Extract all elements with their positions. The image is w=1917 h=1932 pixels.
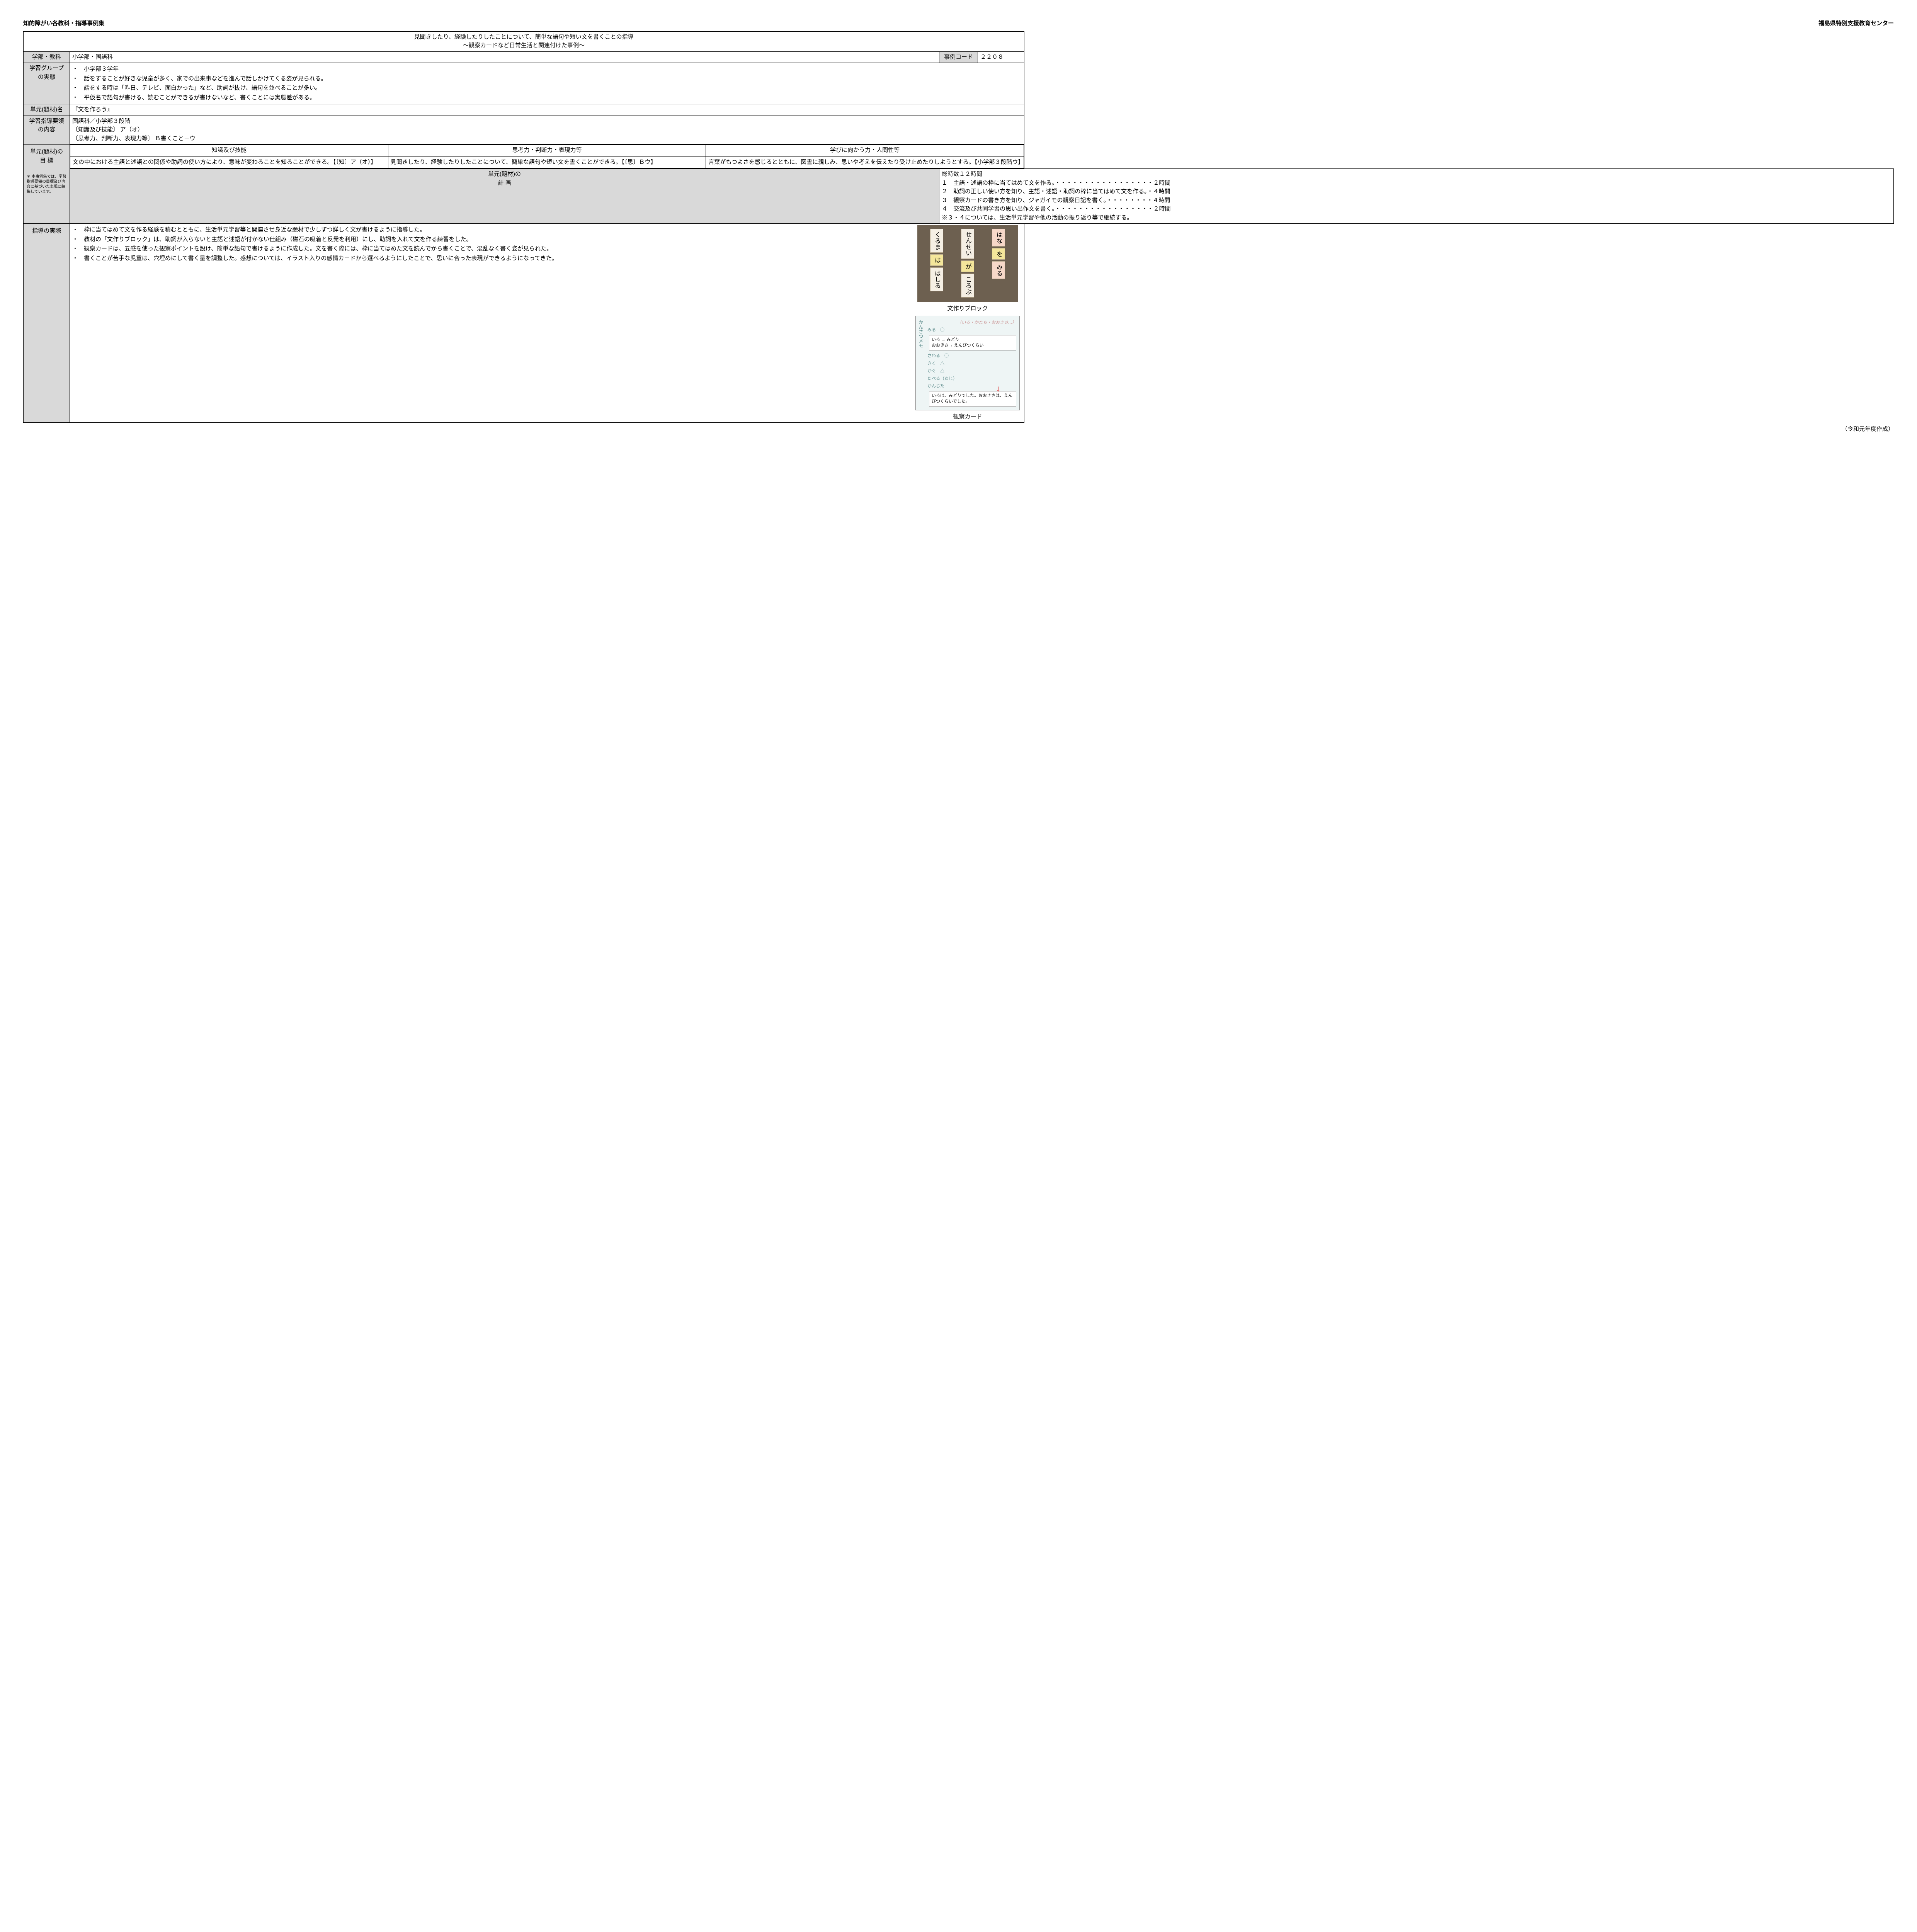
row-practice: 指導の実際 ・ 枠に当てはめて文を作る経験を積むとともに、生活単元学習等と関連さ… [24, 224, 1894, 423]
code-value: ２２０８ [978, 51, 1024, 63]
plan-i3: ４ 交流及び共同学習の思い出作文を書く。・・・・・・・・・・・・・・・・・２時間 [942, 205, 1891, 214]
prac-b2: ・ 観察カードは、五感を使った観察ポイントを設け、簡単な語句で書けるように作成し… [72, 245, 909, 253]
block-c3-w1: はな [992, 229, 1005, 247]
plan-total: 総時数１２時間 [942, 170, 1891, 179]
goal-label1: 単元(題材)の [26, 148, 67, 156]
title-line2: ～観察カードなど日常生活と関連付けた事例～ [26, 41, 1022, 50]
block-c2-w2: が [961, 260, 974, 272]
obs-card: かんさつメモ （いろ・かたち・おおきさ…） みる ◯ いろ → みどり おおきさ… [915, 316, 1020, 410]
title-line1: 見聞きしたり、経験したりしたことについて、簡単な語句や短い文を書くことの指導 [26, 33, 1022, 42]
block-c2-w1: せんせい [961, 229, 974, 259]
header-right: 福島県特別支援教育センター [1818, 19, 1894, 28]
plan-i0: １ 主語・述語の枠に当てはめて文を作る。・・・・・・・・・・・・・・・・・２時間 [942, 179, 1891, 188]
plan-note: ※３・４については、生活単元学習や他の活動の振り返り等で継続する。 [942, 214, 1891, 223]
obs-co2-text: いろは、みどりでした。おおきさは、えんぴつくらいでした。 [932, 393, 1012, 404]
obs-l5: かんじた [927, 383, 1016, 389]
prac-b3: ・ 書くことが苦手な児童は、穴埋めにして書く量を調整した。感想については、イラス… [72, 254, 909, 263]
row-guideline: 学習指導要領 の内容 国語科／小学部３段階 〔知識及び技能〕 ア（オ） 〔思考力… [24, 116, 1894, 145]
prac-b0: ・ 枠に当てはめて文を作る経験を積むとともに、生活単元学習等と関連させ身近な題材… [72, 226, 909, 235]
group-b3: ・ 平仮名で語句が書ける、読むことができるが書けないなど、書くことには実態差があ… [72, 94, 1022, 102]
guide-label2: の内容 [26, 126, 67, 134]
block-c3-w3: みる [992, 261, 1005, 279]
arrow-icon: ↓ [996, 383, 1000, 395]
header-left: 知的障がい各教科・指導事例集 [23, 19, 104, 28]
obs-co1-l2: おおきさ→ えんぴつくらい [932, 343, 1014, 349]
plan-label2: 計 画 [72, 179, 937, 188]
obs-callout2: ↓ いろは、みどりでした。おおきさは、えんぴつくらいでした。 [929, 391, 1016, 407]
main-table: 見聞きしたり、経験したりしたことについて、簡単な語句や短い文を書くことの指導 ～… [23, 31, 1894, 423]
obs-l2: きく △ [927, 361, 1016, 367]
page-header: 知的障がい各教科・指導事例集 福島県特別支援教育センター [23, 19, 1894, 28]
dept-label: 学部・教科 [24, 51, 70, 63]
goal-c1: 文の中における主語と述語との関係や助詞の使い方により、意味が変わることを知ること… [70, 156, 388, 168]
group-label1: 学習グループ [26, 64, 67, 73]
goal-label2: 目 標 [26, 156, 67, 165]
goal-h1: 知識及び技能 [70, 145, 388, 156]
group-b0: ・ 小学部３学年 [72, 65, 1022, 74]
group-bullets: ・ 小学部３学年 ・ 話をすることが好きな児童が多く、家での出来事などを進んで話… [72, 65, 1022, 102]
unit-name-label: 単元(題材)名 [24, 104, 70, 116]
row-plan: 単元(題材)の 計 画 総時数１２時間 １ 主語・述語の枠に当てはめて文を作る。… [24, 169, 1894, 224]
caption-obs: 観察カード [953, 413, 982, 422]
prac-b1: ・ 教材の「文作りブロック」は、助詞が入らないと主語と述語が付かない仕組み（磁石… [72, 235, 909, 244]
obs-side: かんさつメモ [917, 320, 924, 348]
code-label: 事例コード [939, 51, 978, 63]
goal-h3: 学びに向かう力・人間性等 [706, 145, 1024, 156]
plan-i2: ３ 観察カードの書き方を知り、ジャガイモの観察日記を書く。・・・・・・・・４時間 [942, 196, 1891, 205]
block-c3-w2: を [992, 248, 1005, 260]
goal-h2: 思考力・判断力・表現力等 [388, 145, 706, 156]
obs-l4: たべる（あじ） [927, 376, 1016, 382]
block-c1-w2: は [930, 254, 943, 266]
practice-label: 指導の実際 [24, 224, 70, 423]
goal-c2: 見聞きしたり、経験したりしたことについて、簡単な語句や短い文を書くことができる。… [388, 156, 706, 168]
obs-l3: かぐ △ [927, 368, 1016, 374]
footer: （令和元年度作成） [23, 425, 1894, 434]
caption-blocks: 文作りブロック [947, 304, 988, 313]
group-label2: の実態 [26, 73, 67, 82]
row-goal-head: 単元(題材)の 目 標 ＊ 本事例集では、学習指導要領の目標及び内容に基づいた表… [24, 145, 1894, 169]
unit-name-value: 『文を作ろう』 [70, 104, 1024, 116]
guide-l0: 国語科／小学部３段階 [72, 117, 1022, 126]
goal-note: ＊ 本事例集では、学習指導要領の目標及び内容に基づいた表現に編集しています。 [26, 173, 67, 196]
row-dept: 学部・教科 小学部・国語科 事例コード ２２０８ [24, 51, 1894, 63]
obs-headline: （いろ・かたち・おおきさ…） [927, 320, 1016, 326]
goal-c3: 言葉がもつよさを感じるとともに、図書に親しみ、思いや考えを伝えたり受け止めたりし… [706, 156, 1024, 168]
title-row: 見聞きしたり、経験したりしたことについて、簡単な語句や短い文を書くことの指導 ～… [24, 31, 1894, 51]
plan-i1: ２ 助詞の正しい使い方を知り、主語・述語・助詞の枠に当てはめて文を作る。・４時間 [942, 187, 1891, 196]
guide-l1: 〔知識及び技能〕 ア（オ） [72, 126, 1022, 134]
guide-l2: 〔思考力、判断力、表現力等〕 Ｂ書くこと－ウ [72, 134, 1022, 143]
row-group: 学習グループ の実態 ・ 小学部３学年 ・ 話をすることが好きな児童が多く、家で… [24, 63, 1894, 104]
block-c2-w3: ころぶ [961, 274, 974, 298]
plan-label1: 単元(題材)の [72, 170, 937, 179]
block-c1-w3: はしる [930, 267, 943, 291]
obs-l1: さわる ◯ [927, 353, 1016, 359]
row-unit-name: 単元(題材)名 『文を作ろう』 [24, 104, 1894, 116]
guide-label1: 学習指導要領 [26, 117, 67, 126]
group-b1: ・ 話をすることが好きな児童が多く、家での出来事などを進んで話しかけてくる姿が見… [72, 75, 1022, 83]
blocks-photo: くるま は はしる せんせい が ころぶ はな を みる [917, 225, 1018, 302]
obs-callout1: いろ → みどり おおきさ→ えんぴつくらい [929, 335, 1016, 351]
block-c1-w1: くるま [930, 229, 943, 253]
group-b2: ・ 話をする時は「昨日、テレビ、面白かった」など、助詞が抜け、語句を並べることが… [72, 84, 1022, 93]
dept-value: 小学部・国語科 [70, 51, 939, 63]
obs-co1-l1: いろ → みどり [932, 337, 1014, 343]
obs-l0: みる ◯ [927, 327, 1016, 333]
practice-bullets: ・ 枠に当てはめて文を作る経験を積むとともに、生活単元学習等と関連させ身近な題材… [72, 226, 909, 263]
